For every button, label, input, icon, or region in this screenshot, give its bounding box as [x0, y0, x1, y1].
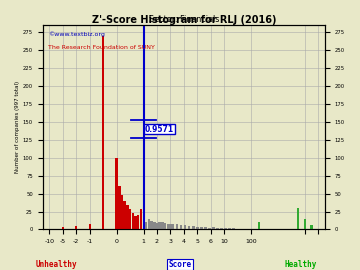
Text: Unhealthy: Unhealthy — [36, 260, 78, 269]
Bar — [176, 224, 178, 229]
Bar — [304, 220, 306, 230]
Text: Score: Score — [168, 260, 192, 269]
Bar — [208, 228, 211, 230]
Bar — [140, 210, 142, 230]
Bar — [216, 228, 219, 230]
Bar — [145, 222, 148, 230]
Bar — [116, 158, 118, 230]
Y-axis label: Number of companies (997 total): Number of companies (997 total) — [15, 81, 20, 173]
Bar — [184, 225, 186, 229]
Bar — [192, 226, 194, 229]
Bar — [200, 227, 203, 230]
Text: The Research Foundation of SUNY: The Research Foundation of SUNY — [48, 45, 155, 50]
Bar — [129, 210, 131, 230]
Bar — [158, 222, 161, 230]
Bar — [118, 187, 121, 230]
Bar — [180, 225, 183, 229]
Bar — [131, 213, 134, 230]
Bar — [224, 228, 227, 230]
Bar — [172, 224, 174, 230]
Bar — [169, 224, 172, 230]
Bar — [150, 221, 153, 230]
Bar — [164, 223, 166, 230]
Bar — [121, 195, 123, 230]
Bar — [244, 229, 247, 230]
Bar — [254, 229, 256, 230]
Bar — [156, 223, 158, 230]
Bar — [188, 226, 190, 229]
Text: Healthy: Healthy — [284, 260, 317, 269]
Bar — [62, 227, 64, 230]
Bar — [237, 229, 239, 230]
Bar — [123, 201, 126, 230]
Bar — [240, 229, 243, 230]
Bar — [204, 227, 207, 230]
Bar — [153, 222, 156, 230]
Bar — [212, 227, 215, 230]
Bar — [89, 224, 91, 230]
Bar — [250, 229, 252, 230]
Text: Sector: Financials: Sector: Financials — [149, 15, 219, 24]
Bar — [134, 216, 137, 230]
Bar — [102, 36, 104, 230]
Bar — [148, 220, 150, 230]
Bar — [196, 227, 199, 230]
Bar — [167, 224, 169, 230]
Text: 0.9571: 0.9571 — [145, 124, 174, 134]
Bar — [137, 215, 139, 229]
Bar — [297, 208, 300, 230]
Bar — [233, 228, 235, 230]
Title: Z'-Score Histogram for RLJ (2016): Z'-Score Histogram for RLJ (2016) — [92, 15, 276, 25]
Bar — [48, 229, 50, 230]
Bar — [220, 228, 223, 230]
Bar — [126, 205, 129, 229]
Bar — [75, 226, 77, 229]
Text: ©www.textbiz.org: ©www.textbiz.org — [48, 31, 105, 37]
Bar — [258, 222, 260, 230]
Bar — [229, 228, 231, 230]
Bar — [310, 225, 313, 229]
Bar — [161, 222, 163, 230]
